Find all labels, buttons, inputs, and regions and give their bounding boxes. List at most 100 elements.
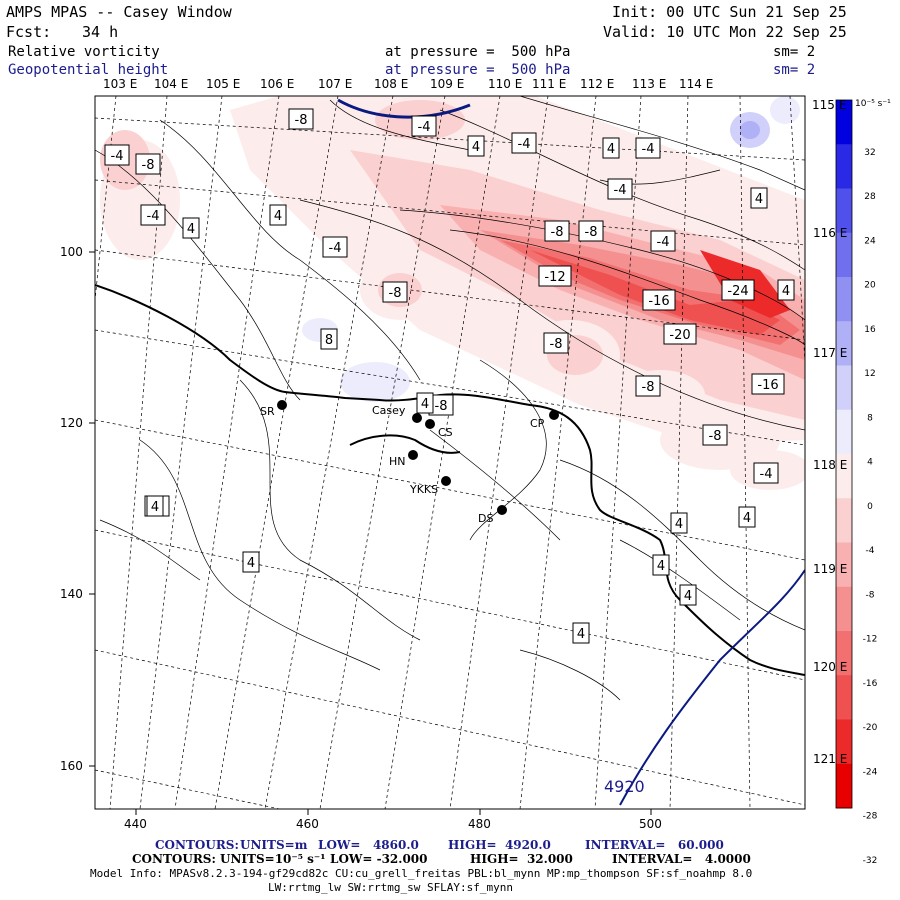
longitude-label: 105 E <box>206 77 241 91</box>
contour-label: -8 <box>702 424 728 446</box>
contour-label-layer: -8 -4 -4 -4 -8 4 -4 4 -4 -4 4 4 -8 -4 -8 -4 4 -12 -8 -16 -24… <box>104 108 795 644</box>
svg-text:4: 4 <box>151 500 159 515</box>
field2-name: Geopotential height <box>8 62 169 78</box>
station-cp: CP <box>530 410 559 430</box>
geopotential-contour-4920 <box>619 569 805 806</box>
geopotential-contour-4860 <box>337 98 471 119</box>
contour-label: -4 <box>635 137 661 159</box>
colorbar-tick-label: -28 <box>863 812 878 822</box>
colorbar-swatch <box>836 454 852 499</box>
svg-text:4: 4 <box>577 627 585 642</box>
colorbar-swatch <box>836 719 852 765</box>
contour-label: -4 <box>104 144 130 166</box>
latitude-label: 117 E <box>813 346 848 360</box>
footer-height-low: LOW= 4860.0 <box>318 838 419 852</box>
footer-vort-low: LOW= -32.000 <box>330 852 428 866</box>
svg-text:CP: CP <box>530 417 545 430</box>
y-tick-label: 100 <box>60 245 83 259</box>
latitude-label: 120 E <box>813 660 848 674</box>
longitude-label: 109 E <box>430 77 465 91</box>
longitude-label: 114 E <box>679 77 714 91</box>
colorbar-swatch <box>836 321 852 366</box>
contour-label: -8 <box>382 281 408 303</box>
contour-label: -8 <box>135 153 161 175</box>
contour-label: -16 <box>642 289 676 311</box>
contour-label: -16 <box>751 373 785 395</box>
contour-label: -4 <box>753 462 779 484</box>
colorbar-swatch <box>836 365 852 411</box>
longitude-label: 115 E <box>812 98 847 112</box>
colorbar-swatch <box>836 763 852 809</box>
x-tick-label: 480 <box>468 817 491 831</box>
footer-height-units: UNITS=m <box>240 838 308 852</box>
station-sr: SR <box>260 400 287 418</box>
svg-text:-16: -16 <box>757 378 778 393</box>
map-title: AMPS MPAS -- Casey Window <box>6 3 232 21</box>
model-info-physics: LW:rrtmg_lw SW:rrtmg_sw SFLAY:sf_mynn <box>268 881 514 894</box>
colorbar-swatch <box>836 277 852 322</box>
svg-text:-8: -8 <box>389 286 402 301</box>
colorbar-tick-label: 8 <box>867 413 873 423</box>
field1-name: Relative vorticity <box>8 44 160 60</box>
x-tick-label: 460 <box>296 817 319 831</box>
contour-label: 4 <box>679 584 697 606</box>
forecast-label: Fcst: <box>6 23 52 41</box>
colorbar-tick-label: -8 <box>866 590 875 600</box>
contour-label: -4 <box>650 230 676 252</box>
plot-frame <box>94 95 806 810</box>
height-contour-label: 4920 <box>604 777 645 796</box>
colorbar-swatch <box>836 232 852 278</box>
svg-text:-4: -4 <box>329 241 342 256</box>
colorbar-units: 10⁻⁵ s⁻¹ <box>855 99 891 109</box>
valid-time: Valid: 10 UTC Mon 22 Sep 25 <box>603 23 847 41</box>
field1-smoothing: sm= 2 <box>773 44 816 60</box>
contour-label: -20 <box>663 323 697 345</box>
contour-label: -8 <box>578 220 604 242</box>
longitude-label: 113 E <box>632 77 667 91</box>
footer-height-label: CONTOURS: <box>155 838 239 852</box>
colorbar: 32 28 24 20 16 12 8 4 0 -4 -8 -12 -16 -20 -24 -28 -32 10⁻… <box>835 99 891 866</box>
svg-text:4: 4 <box>675 517 683 532</box>
svg-text:-8: -8 <box>642 380 655 395</box>
vorticity-shading <box>95 96 805 809</box>
footer-vort-interval: INTERVAL= 4.0000 <box>612 852 751 866</box>
footer-height-high: HIGH= 4920.0 <box>448 838 551 852</box>
svg-text:-8: -8 <box>550 337 563 352</box>
longitude-label: 108 E <box>374 77 409 91</box>
longitude-label: 104 E <box>154 77 189 91</box>
contour-label: 4 <box>670 512 688 534</box>
latitude-label: 116 E <box>813 226 848 240</box>
colorbar-swatch <box>836 586 852 632</box>
contour-label: 8 <box>320 328 338 350</box>
longitude-label: 106 E <box>260 77 295 91</box>
contour-label: -4 <box>511 132 537 154</box>
contour-label: -8 <box>635 375 661 397</box>
contour-label: 4 <box>182 217 200 239</box>
colorbar-tick-label: 4 <box>867 458 873 468</box>
model-info: Model Info: MPASv8.2.3-194-gf29cd82c CU:… <box>90 867 753 880</box>
svg-text:-4: -4 <box>147 209 160 224</box>
contour-label: -4 <box>607 178 633 200</box>
contour-label: -8 <box>544 220 570 242</box>
contour-label: -24 <box>721 279 755 301</box>
contour-label: 4 <box>242 551 260 573</box>
svg-text:-4: -4 <box>111 149 124 164</box>
svg-text:4: 4 <box>684 589 692 604</box>
footer-height-interval: INTERVAL= 60.000 <box>585 838 724 852</box>
init-time: Init: 00 UTC Sun 21 Sep 25 <box>612 3 847 21</box>
latitude-label: 118 E <box>813 458 848 472</box>
contour-label: 4 <box>750 187 768 209</box>
station-ykks: YKKS <box>409 476 451 496</box>
svg-text:-4: -4 <box>518 137 531 152</box>
svg-text:-4: -4 <box>657 235 670 250</box>
svg-text:-16: -16 <box>648 294 669 309</box>
colorbar-tick-label: -24 <box>863 767 878 777</box>
contour-label: 4 <box>146 495 164 517</box>
contour-label: 4 <box>269 204 287 226</box>
colorbar-swatch <box>836 100 852 145</box>
svg-text:4: 4 <box>421 397 429 412</box>
colorbar-tick-label: -12 <box>863 635 878 645</box>
colorbar-tick-label: -32 <box>863 856 878 866</box>
footer-vort-label: CONTOURS: <box>132 852 216 866</box>
y-tick-label: 160 <box>60 759 83 773</box>
